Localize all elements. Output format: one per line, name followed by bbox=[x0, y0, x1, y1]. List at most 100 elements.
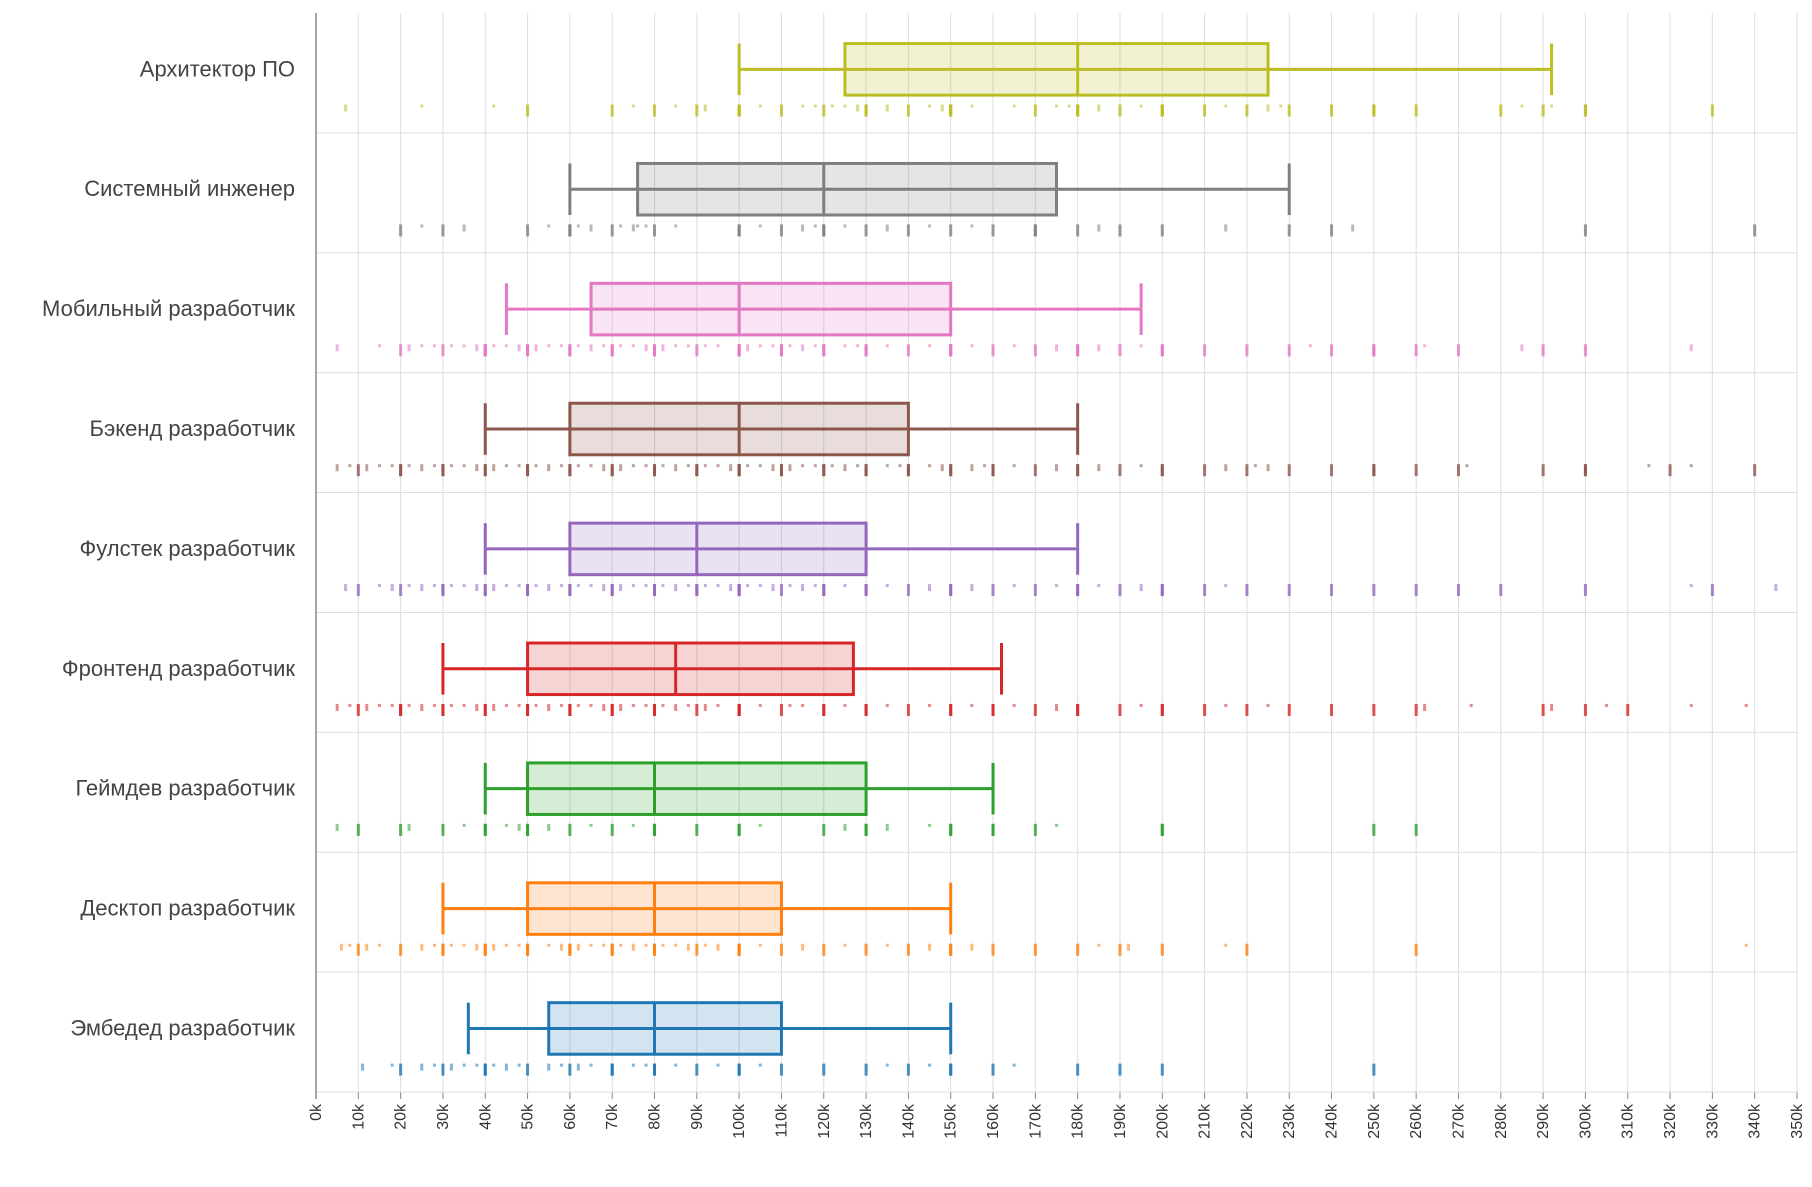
data-point bbox=[1372, 1064, 1375, 1076]
data-point bbox=[801, 224, 804, 231]
data-point bbox=[1499, 105, 1502, 117]
category-label: Десктоп разработчик bbox=[80, 896, 295, 921]
data-point bbox=[653, 704, 656, 716]
data-point bbox=[822, 584, 825, 596]
data-point bbox=[518, 704, 521, 707]
data-point bbox=[1499, 584, 1502, 596]
data-point bbox=[843, 824, 846, 831]
data-point bbox=[822, 1064, 825, 1076]
data-point bbox=[983, 464, 986, 467]
iqr-box bbox=[549, 1003, 782, 1055]
data-point bbox=[492, 344, 495, 347]
data-point bbox=[1034, 944, 1037, 956]
data-point bbox=[441, 464, 444, 476]
data-point bbox=[348, 704, 351, 707]
data-point bbox=[590, 344, 593, 351]
data-point bbox=[1034, 704, 1037, 716]
data-point bbox=[336, 464, 339, 471]
data-point bbox=[1584, 344, 1587, 356]
data-point bbox=[1203, 584, 1206, 596]
data-point bbox=[949, 105, 952, 117]
data-point bbox=[526, 344, 529, 356]
data-point bbox=[928, 464, 931, 467]
data-point bbox=[716, 344, 719, 347]
data-point bbox=[992, 1064, 995, 1076]
x-tick-label: 60k bbox=[562, 1103, 579, 1130]
data-point bbox=[1584, 464, 1587, 476]
data-point bbox=[907, 464, 910, 476]
data-point bbox=[1372, 584, 1375, 596]
series-group bbox=[340, 883, 1748, 956]
x-tick-labels: 0k 10k 20k 30k 40k 50k 60k 70k 80k 90k 100k 110k 120… bbox=[308, 1103, 1806, 1139]
data-point bbox=[408, 344, 411, 351]
data-point bbox=[780, 944, 783, 956]
data-point bbox=[619, 224, 622, 227]
data-point bbox=[1330, 704, 1333, 716]
data-point bbox=[653, 1064, 656, 1076]
data-point bbox=[949, 344, 952, 356]
data-point bbox=[704, 344, 707, 347]
data-point bbox=[746, 464, 749, 467]
data-point bbox=[336, 344, 339, 351]
data-point bbox=[518, 584, 521, 587]
data-point bbox=[391, 464, 394, 467]
data-point bbox=[484, 584, 487, 596]
data-point bbox=[814, 224, 817, 227]
data-point bbox=[1161, 944, 1164, 956]
data-point bbox=[992, 584, 995, 596]
data-point bbox=[518, 1064, 521, 1067]
data-point bbox=[1584, 105, 1587, 117]
data-point bbox=[505, 824, 508, 827]
data-point bbox=[661, 944, 664, 947]
data-point bbox=[399, 344, 402, 356]
data-point bbox=[645, 344, 648, 351]
data-point bbox=[928, 824, 931, 827]
category-label: Фулстек разработчик bbox=[80, 536, 296, 561]
data-point bbox=[1055, 704, 1058, 711]
data-point bbox=[1245, 704, 1248, 716]
data-point bbox=[928, 105, 931, 108]
data-point bbox=[992, 704, 995, 716]
data-point bbox=[1055, 824, 1058, 827]
data-point bbox=[674, 344, 677, 347]
data-point bbox=[653, 584, 656, 596]
data-point bbox=[560, 944, 563, 951]
x-tick-label: 330k bbox=[1704, 1103, 1721, 1139]
data-point bbox=[526, 824, 529, 836]
data-point bbox=[560, 464, 563, 467]
data-point bbox=[822, 824, 825, 836]
data-point bbox=[441, 824, 444, 836]
data-point bbox=[577, 344, 580, 347]
data-point bbox=[1542, 704, 1545, 716]
data-point bbox=[801, 344, 804, 351]
data-point bbox=[433, 464, 436, 467]
data-point bbox=[632, 344, 635, 347]
data-point bbox=[1076, 105, 1079, 117]
data-point bbox=[738, 224, 741, 236]
data-point bbox=[907, 944, 910, 956]
data-point bbox=[928, 584, 931, 591]
data-point bbox=[801, 464, 804, 467]
data-point bbox=[619, 704, 622, 711]
data-point bbox=[365, 704, 368, 711]
x-tick-label: 320k bbox=[1662, 1103, 1679, 1139]
data-point bbox=[780, 704, 783, 716]
data-point bbox=[1013, 105, 1016, 108]
data-point bbox=[949, 944, 952, 956]
data-point bbox=[992, 344, 995, 356]
data-point bbox=[1415, 704, 1418, 716]
data-point bbox=[907, 1064, 910, 1076]
data-point bbox=[687, 584, 690, 587]
data-point bbox=[378, 704, 381, 707]
data-point bbox=[1140, 105, 1143, 108]
data-point bbox=[611, 224, 614, 236]
data-point bbox=[771, 344, 774, 347]
data-point bbox=[738, 704, 741, 716]
data-point bbox=[674, 464, 677, 471]
data-point bbox=[619, 944, 622, 947]
data-point bbox=[505, 344, 508, 347]
data-point bbox=[949, 824, 952, 836]
x-tick-label: 50k bbox=[520, 1103, 537, 1130]
x-tick-label: 100k bbox=[731, 1103, 748, 1139]
data-point bbox=[475, 464, 478, 471]
